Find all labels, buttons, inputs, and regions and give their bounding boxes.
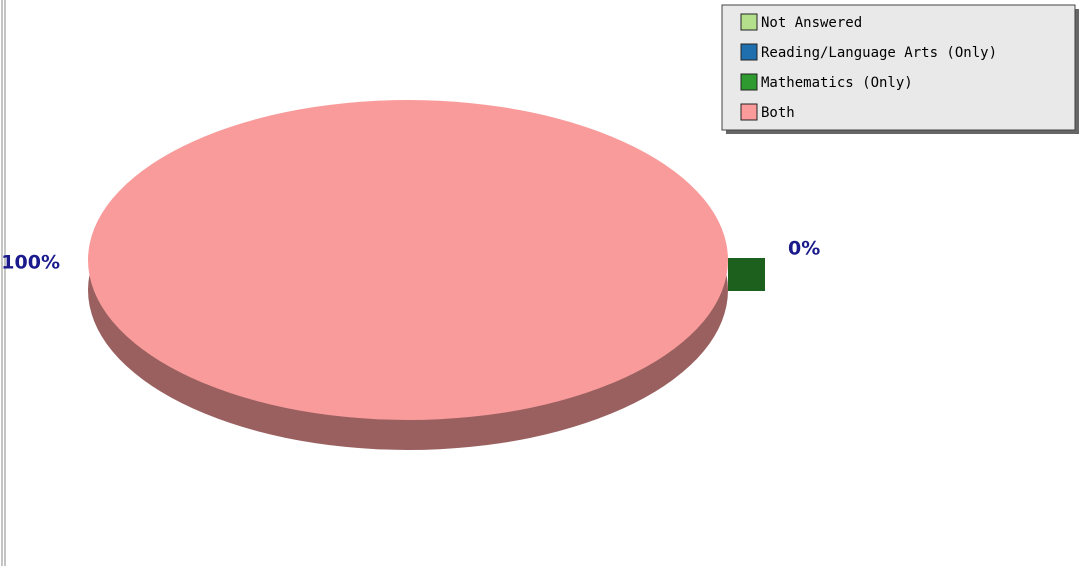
legend-swatch [740,43,758,61]
pie: 0% 100% [1,100,820,450]
pie-slice [88,100,728,420]
legend-swatch [740,103,758,121]
legend-swatch [740,73,758,91]
legend [721,4,1076,131]
legend-items: Not Answered Reading/Language Arts (Only)… [740,13,997,121]
legend-label: Not Answered [761,15,862,31]
legend-label: Both [761,105,795,121]
pie-slice [728,258,765,291]
legend-label: Mathematics (Only) [761,75,913,91]
data-label: 0% [788,238,820,260]
legend-swatch [740,13,758,31]
data-label: 100% [1,252,60,274]
legend-label: Reading/Language Arts (Only) [761,45,997,61]
